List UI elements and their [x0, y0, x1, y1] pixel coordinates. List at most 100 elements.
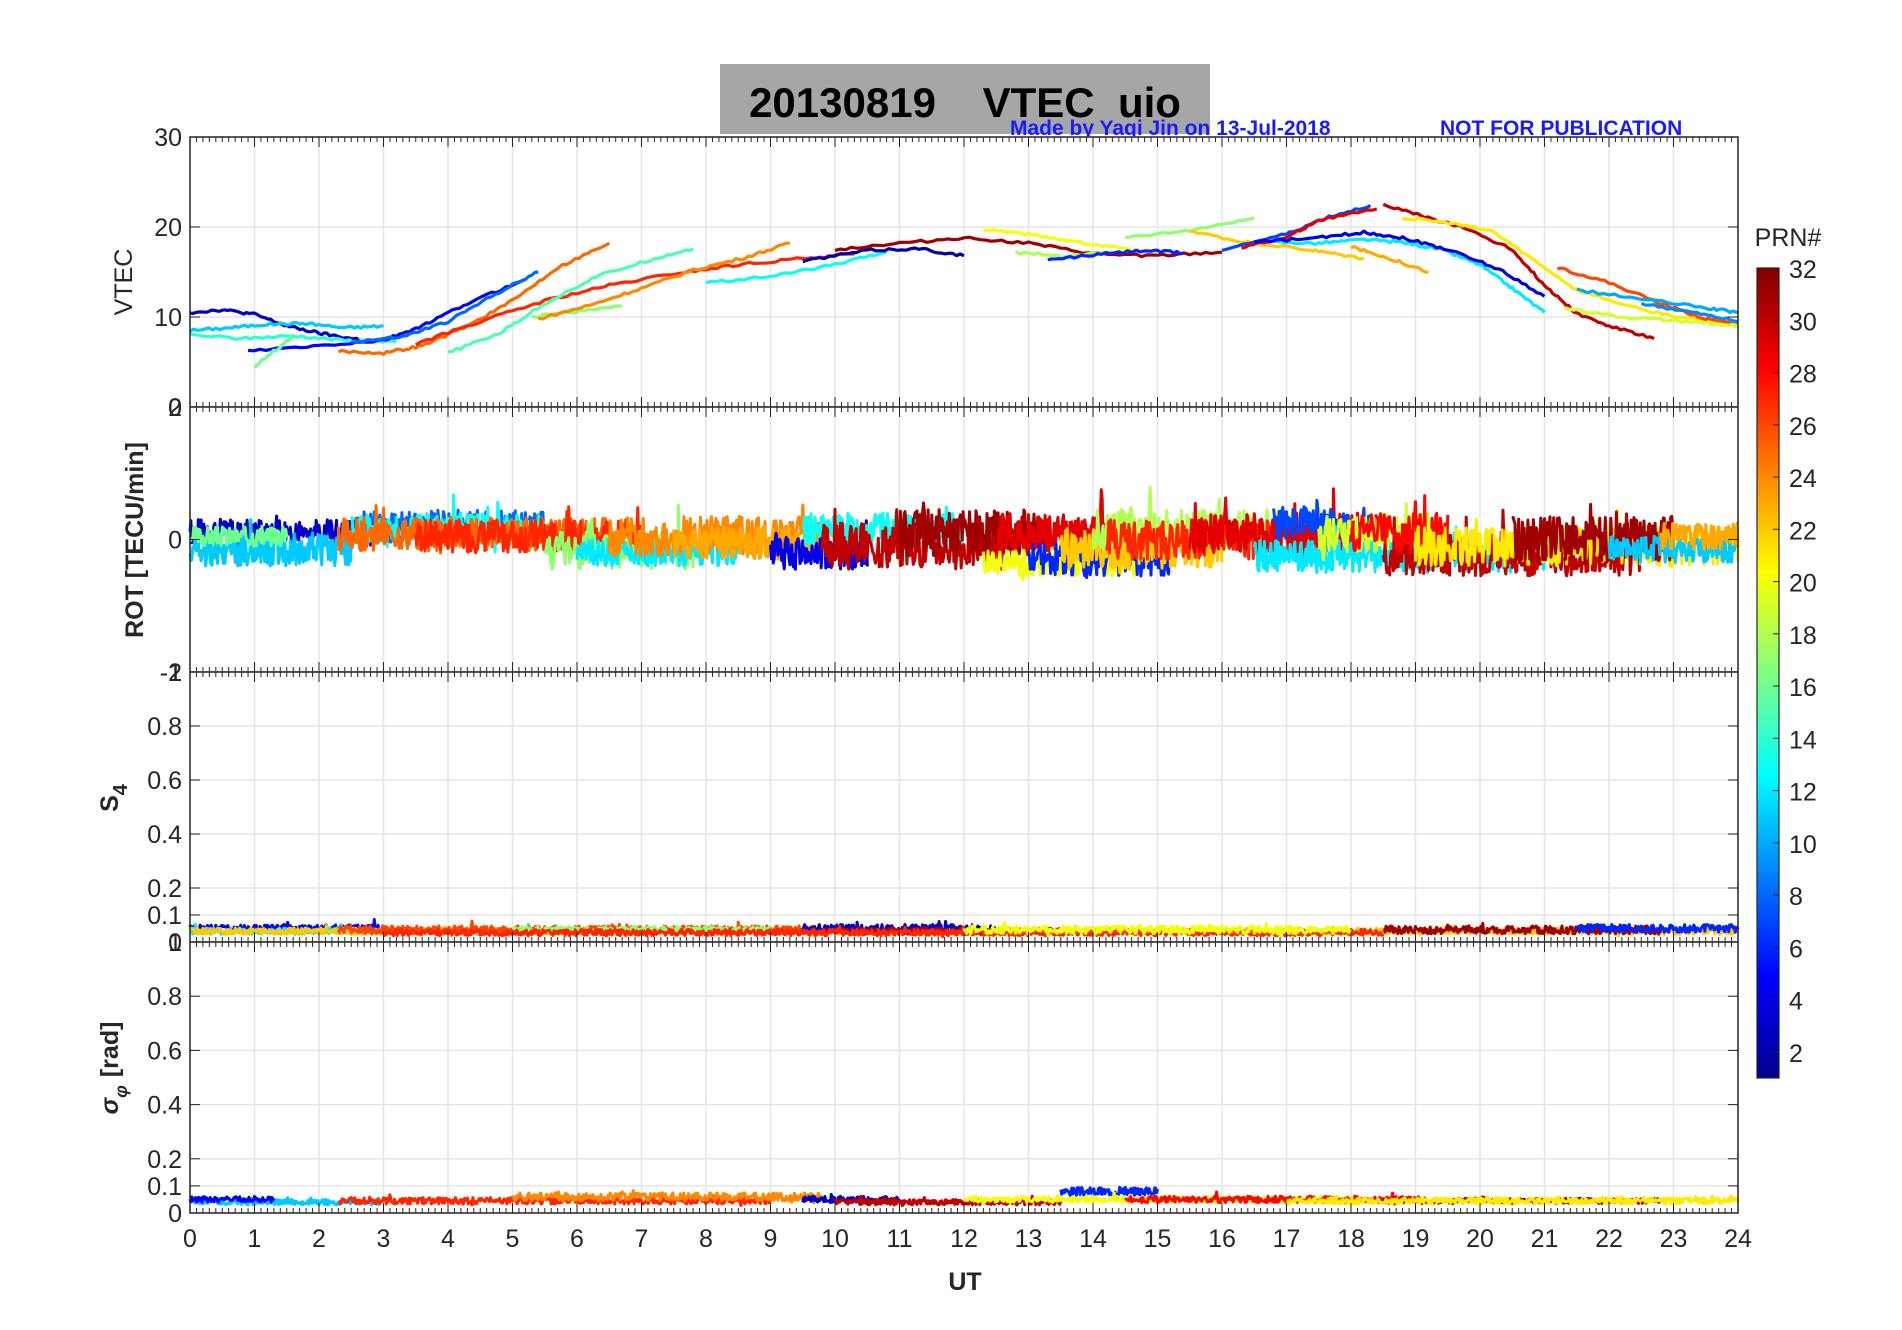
- xtick-label: 15: [1144, 1225, 1172, 1253]
- vtec-series-prn-16: [254, 335, 295, 369]
- s4-ytick-label: 0.8: [147, 713, 182, 741]
- vtec-ytick-label: 30: [154, 124, 182, 152]
- vtec-series-prn-13: [705, 250, 887, 285]
- vtec-series-prn-23: [1350, 244, 1429, 274]
- vtec-series-prn-24: [538, 241, 790, 321]
- xtick-label: 20: [1466, 1225, 1494, 1253]
- vtec-series-prn-10: [1576, 287, 1739, 315]
- rot-series-prn-31: [1511, 502, 1675, 565]
- xtick-label: 22: [1595, 1225, 1623, 1253]
- rot-ytick-label: 0: [168, 527, 182, 555]
- colorbar-tick-label: 6: [1789, 935, 1803, 963]
- s4-ytick-label: 1: [168, 659, 182, 687]
- rot-series-prn-11: [1607, 534, 1740, 565]
- vtec-ytick-label: 10: [154, 304, 182, 332]
- xtick-label: 8: [699, 1225, 713, 1253]
- colorbar-label: PRN#: [1755, 224, 1822, 252]
- colorbar-tick-label: 26: [1789, 413, 1817, 441]
- vtec-series-prn-2: [802, 246, 965, 264]
- s4-ylabel: S4: [96, 783, 132, 812]
- colorbar-tick-label: 10: [1789, 831, 1817, 859]
- xtick-label: 6: [570, 1225, 584, 1253]
- colorbar-tick-label: 28: [1789, 361, 1817, 389]
- vtec-series-prn-8: [351, 270, 539, 344]
- title-box: [720, 64, 1210, 134]
- vtec-series-prn-31: [834, 235, 1223, 259]
- rot-series-prn-4: [769, 519, 869, 571]
- not-for-publication-text: NOT FOR PUBLICATION: [1440, 117, 1682, 140]
- rot-corner-label-bottom: -1: [160, 659, 182, 687]
- colorbar-tick-label: 4: [1789, 988, 1803, 1016]
- vtec-series-prn-17: [531, 304, 623, 319]
- vtec-series-prn-5: [247, 277, 527, 353]
- vtec-series-prn-9: [1640, 301, 1739, 324]
- vtec-panel: 0 10 20 30: [154, 124, 1739, 422]
- xtick-label: 4: [441, 1225, 455, 1253]
- vtec-series-prn-22: [1189, 229, 1365, 261]
- sigma_phi-series-prn-30: [834, 1194, 1063, 1208]
- xtick-label: 2: [312, 1225, 326, 1253]
- s4-corner-label-top: 1: [168, 659, 182, 687]
- sigma_phi-series-prn-21: [1285, 1194, 1740, 1206]
- sigma_phi-ytick-label: 0.8: [147, 983, 182, 1011]
- colorbar-tick-label: 8: [1789, 883, 1803, 911]
- sigma_phi-ytick-label: 0.4: [147, 1092, 182, 1120]
- vtec-ytick-label: 20: [154, 214, 182, 242]
- vtec-series-prn-12: [1273, 237, 1546, 314]
- s4-series-prn-6: [1575, 923, 1740, 934]
- s4-series-prn-20: [962, 920, 1352, 937]
- s4-ytick-label: 0.6: [147, 767, 182, 795]
- vtec-series-prn-15: [447, 247, 694, 354]
- vtec-series-prn-26: [1557, 266, 1739, 327]
- vtec-series-prn-21: [1402, 216, 1739, 329]
- xtick-label: 10: [821, 1225, 849, 1253]
- s4-ytick-label: 0.1: [147, 902, 182, 930]
- xtick-label: 18: [1337, 1225, 1365, 1253]
- xtick-label: 24: [1724, 1225, 1752, 1253]
- colorbar-tick-label: 20: [1789, 570, 1817, 598]
- sigma_phi-series-prn-24: [511, 1189, 824, 1205]
- vtec-ylabel: VTEC: [110, 249, 138, 316]
- vtec-series-prn-6: [1047, 248, 1184, 262]
- rot-series-prn-11: [188, 518, 353, 568]
- sigma_phi-series-prn-6: [1059, 1185, 1159, 1198]
- colorbar-tick-label: 16: [1789, 674, 1817, 702]
- rot-series-prn-31: [898, 501, 1050, 558]
- rot-series-prn-23: [1659, 521, 1740, 551]
- xtick-label: 5: [506, 1225, 520, 1253]
- colorbar-tick-label: 30: [1789, 308, 1817, 336]
- sigma_phi-ytick-label: 1: [168, 929, 182, 957]
- sigma_phi-series-prn-5: [188, 1194, 276, 1204]
- xtick-label: 19: [1402, 1225, 1430, 1253]
- sigma_phi-ytick-label: 0.6: [147, 1037, 182, 1065]
- rot-corner-label-top: 0: [168, 394, 182, 422]
- colorbar-tick-label: 22: [1789, 517, 1817, 545]
- s4-ytick-label: 0: [168, 929, 182, 957]
- sigma_phi-ytick-label: 0.1: [147, 1173, 182, 1201]
- s4-ytick-label: 0.4: [147, 821, 182, 849]
- sigma_phi-ytick-label: 0: [168, 1200, 182, 1228]
- xtick-label: 11: [887, 1225, 913, 1253]
- xtick-label: 17: [1273, 1225, 1301, 1253]
- colorbar-tick-label: 32: [1789, 256, 1817, 284]
- xtick-label: 23: [1660, 1225, 1688, 1253]
- s4-series-prn-27: [382, 924, 1385, 939]
- s4-ytick-label: 0.2: [147, 875, 182, 903]
- xtick-label: 9: [764, 1225, 778, 1253]
- vtec-series-prn-29: [1241, 207, 1378, 250]
- vtec-series-prn-4: [1254, 229, 1546, 298]
- xtick-label: 16: [1208, 1225, 1236, 1253]
- vtec-series-prn-18: [1014, 249, 1107, 259]
- colorbar-tick-label: 12: [1789, 779, 1817, 807]
- sigma-phi-panel: 00.10.20.40.60.810 1 2 3 4 5 6 7 8 9 10 11 12 13 14 15 1…: [147, 929, 1752, 1253]
- xtick-label: 3: [377, 1225, 391, 1253]
- vtec-series-prn-20: [983, 228, 1132, 252]
- vtec-series-prn-27: [414, 252, 855, 347]
- credit-text: Made by Yaqi Jin on 13-Jul-2018: [1010, 117, 1331, 140]
- rot-series-prn-27: [414, 505, 643, 555]
- rot-ylabel: ROT [TECU/min]: [121, 442, 149, 638]
- rot-ytick-label: -2: [160, 659, 182, 687]
- xtick-label: 0: [183, 1225, 197, 1253]
